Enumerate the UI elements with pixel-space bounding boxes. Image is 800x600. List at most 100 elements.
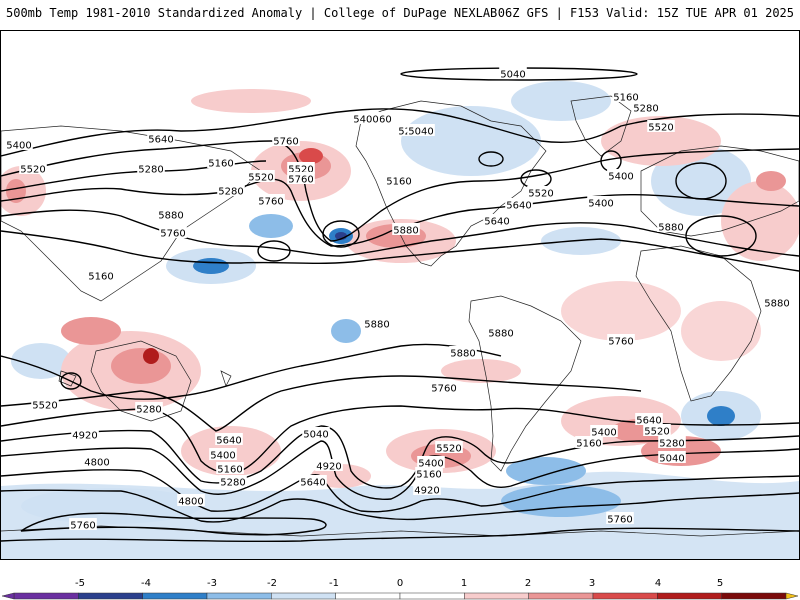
colorbar-tick-label: -3 bbox=[207, 578, 217, 589]
contour-label-bg bbox=[658, 436, 686, 448]
contour-label: 5400 bbox=[353, 115, 378, 126]
contour-label: 5640 bbox=[484, 217, 509, 228]
height-contours bbox=[1, 67, 799, 543]
contour-label-bg bbox=[658, 451, 686, 463]
contour-label: 5160 bbox=[386, 177, 411, 188]
contour-label-bg bbox=[385, 174, 413, 186]
contour-label-bg bbox=[71, 428, 99, 440]
contour-label: 5520 bbox=[32, 401, 57, 412]
contour-label: 5640 bbox=[636, 416, 661, 427]
contour-label: 5400 bbox=[418, 459, 443, 470]
contour-label: 5520 bbox=[648, 123, 673, 134]
contour-label: 5160 bbox=[88, 272, 113, 283]
contour-label: 5760 bbox=[160, 229, 185, 240]
contour-label-bg bbox=[587, 196, 615, 208]
contour-label: 5400 bbox=[591, 428, 616, 439]
contour-label-bg bbox=[219, 475, 247, 487]
contour-label: 5520 bbox=[436, 444, 461, 455]
contour-label-bg bbox=[287, 162, 315, 174]
map-title: 500mb Temp 1981-2010 Standardized Anomal… bbox=[6, 6, 498, 20]
colorbar-segment bbox=[464, 592, 529, 600]
contour-label-bg bbox=[415, 467, 443, 479]
contour-label-bg bbox=[315, 459, 343, 471]
contour-label-bg bbox=[302, 427, 330, 439]
contour-label-bg bbox=[247, 170, 275, 182]
contour-label-bg bbox=[5, 138, 33, 150]
contour-label: 5160 bbox=[613, 93, 638, 104]
contour-label-bg bbox=[763, 296, 791, 308]
contour-label: 5760 bbox=[607, 515, 632, 526]
contour-label-bg bbox=[505, 198, 533, 210]
contour-label-bg bbox=[83, 455, 111, 467]
contour-label-bg bbox=[217, 184, 245, 196]
contour-label-bg bbox=[137, 162, 165, 174]
contour-label: 5280 bbox=[138, 165, 163, 176]
contour-label: 4920 bbox=[72, 431, 97, 442]
contour-label-bg bbox=[215, 433, 243, 445]
contour-label-bg bbox=[487, 326, 515, 338]
contour-label-bg bbox=[657, 220, 685, 232]
contour-label-bg bbox=[287, 172, 315, 184]
colorbar-tick-label: 4 bbox=[655, 578, 661, 589]
contour-label-bg bbox=[19, 162, 47, 174]
colorbar-tick-label: -1 bbox=[329, 578, 339, 589]
contour-label-bg bbox=[527, 186, 555, 198]
contour-label-bg bbox=[413, 483, 441, 495]
colorbar-segment bbox=[592, 592, 658, 600]
contour-label-bg bbox=[87, 269, 115, 281]
contour-label-bg bbox=[435, 441, 463, 453]
contour-label-bg bbox=[147, 132, 175, 144]
contour-label-bg bbox=[392, 223, 420, 235]
contour-label-bg bbox=[31, 398, 59, 410]
contour-label: 4920 bbox=[316, 462, 341, 473]
colorbar-tick-label: 1 bbox=[461, 578, 467, 589]
contour-label: 5880 bbox=[450, 349, 475, 360]
contour-label: 5400 bbox=[210, 451, 235, 462]
contour-label-bg bbox=[606, 512, 634, 524]
colorbar-ticks: -5 -4 -3 -2 -1 0 1 2 3 4 5 bbox=[75, 578, 723, 589]
contour-label-bg bbox=[643, 424, 671, 436]
model-run-label: 06Z GFS | F153 Valid: 15Z TUE APR 01 202… bbox=[497, 6, 794, 20]
contour-label: 5280 bbox=[220, 478, 245, 489]
contour-label-bg bbox=[647, 120, 675, 132]
colorbar-low-arrow bbox=[1, 592, 15, 600]
colorbar-segment bbox=[335, 592, 401, 600]
contour-label: 5400 bbox=[608, 172, 633, 183]
colorbar-segment bbox=[721, 592, 787, 600]
contour-label: 5520 bbox=[528, 189, 553, 200]
contour-label-bg bbox=[407, 124, 435, 136]
contour-label-bg bbox=[635, 413, 663, 425]
contour-label-bg bbox=[499, 67, 527, 79]
colorbar-segment bbox=[142, 592, 208, 600]
contour-label-bg bbox=[430, 381, 458, 393]
colorbar-segment bbox=[13, 592, 79, 600]
contour-label: 5880 bbox=[764, 299, 789, 310]
contour-label-bg bbox=[159, 226, 187, 238]
contour-label: 5280 bbox=[633, 104, 658, 115]
contour-label-bg bbox=[607, 169, 635, 181]
contour-label-bg bbox=[177, 494, 205, 506]
contour-label-bg bbox=[216, 462, 244, 474]
contour-label: 5160 bbox=[576, 439, 601, 450]
contour-label-bg bbox=[207, 156, 235, 168]
contour-label: 5640 bbox=[216, 436, 241, 447]
contour-label: 5760 bbox=[288, 175, 313, 186]
contour-label: 5640 bbox=[300, 478, 325, 489]
colorbar-segment bbox=[657, 592, 722, 600]
contour-label: 5160 bbox=[416, 470, 441, 481]
contour-label: 5280 bbox=[659, 439, 684, 450]
contour-label-bg bbox=[209, 448, 237, 460]
contour-label: 4800 bbox=[178, 497, 203, 508]
contour-label: 5880 bbox=[158, 211, 183, 222]
contour-label-bg bbox=[449, 346, 477, 358]
contour-label-bg bbox=[157, 208, 185, 220]
contour-label: 5760 bbox=[431, 384, 456, 395]
contour-label-bg bbox=[632, 101, 660, 113]
contour-label-bg bbox=[257, 194, 285, 206]
colorbar-tick-label: 0 bbox=[397, 578, 403, 589]
contour-label-bg bbox=[483, 214, 511, 226]
contour-label: 5880 bbox=[364, 320, 389, 331]
contour-label: 5760 bbox=[258, 197, 283, 208]
colorbar-segment bbox=[78, 592, 143, 600]
colorbar-canvas: -5 -4 -3 -2 -1 0 1 2 3 4 5 bbox=[1, 578, 799, 600]
